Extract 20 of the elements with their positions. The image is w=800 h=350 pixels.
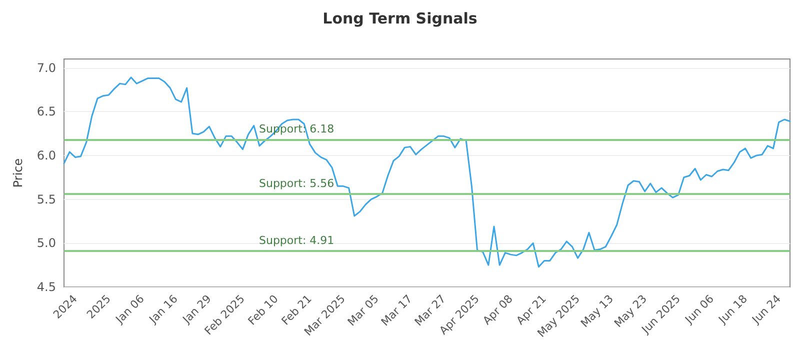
- y-tick-label: 7.0: [36, 60, 56, 75]
- x-tick-label: Jan 16: [146, 292, 180, 327]
- x-tick-label: Jan 06: [112, 292, 147, 327]
- x-tick-label: Jun 06: [682, 292, 716, 327]
- y-tick-label: 6.5: [36, 104, 56, 119]
- ref-line-label: Support: 4.91: [259, 234, 334, 248]
- y-tick-label: 5.0: [36, 236, 56, 250]
- x-tick-label: Jun 24: [749, 292, 784, 327]
- line-series: [63, 76, 791, 268]
- chart-title: Long Term Signals: [322, 10, 478, 28]
- x-tick-label: Mar 05: [345, 292, 382, 329]
- y-axis-title: Price: [11, 158, 25, 188]
- x-tick-label: Apr 08: [480, 292, 516, 328]
- x-tick-label: Jun 18: [716, 292, 750, 327]
- ref-line-label: Support: 5.56: [259, 177, 334, 190]
- y-tick-label: 6.0: [36, 148, 56, 162]
- y-tick-label: 4.5: [36, 280, 56, 294]
- x-tick-label: Mar 17: [378, 292, 415, 329]
- x-tick-label: Feb 10: [246, 292, 281, 328]
- y-tick-label: 5.5: [36, 192, 56, 206]
